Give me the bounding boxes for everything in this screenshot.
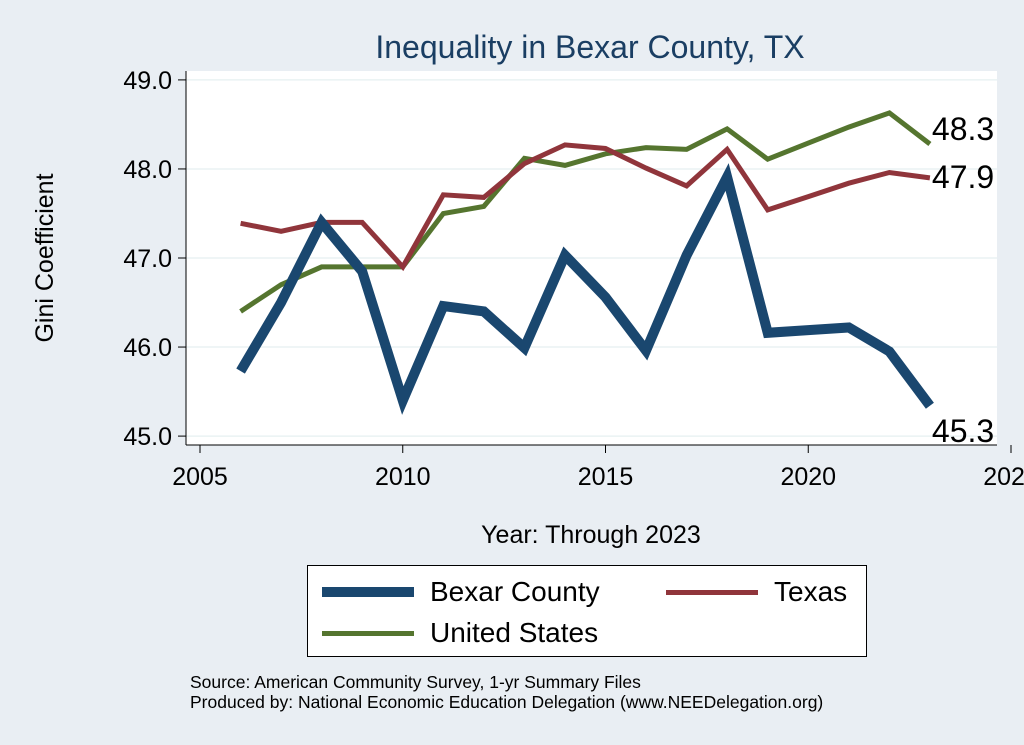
y-tick-label: 47.0	[123, 245, 172, 273]
x-axis-label: Year: Through 2023	[481, 521, 701, 549]
y-tick-label: 48.0	[123, 156, 172, 184]
end-label-texas: 47.9	[932, 159, 994, 195]
legend-item-texas: Texas	[666, 576, 847, 608]
legend-swatch-texas	[666, 589, 758, 595]
chart-title: Inequality in Bexar County, TX	[375, 29, 804, 65]
legend-label-united-states: United States	[430, 617, 599, 648]
y-tick-label: 45.0	[123, 423, 172, 451]
y-axis-label: Gini Coefficient	[31, 173, 59, 342]
legend-swatch-united-states	[322, 630, 414, 636]
end-labels: 45.3 47.9 48.3	[932, 111, 994, 449]
source-line: Source: American Community Survey, 1-yr …	[190, 672, 641, 692]
x-tick-label: 2025	[983, 463, 1024, 491]
x-axis-ticks: 2005 2010 2015 2020 2025	[172, 445, 1024, 491]
end-label-bexar-county: 45.3	[932, 413, 994, 449]
x-tick-label: 2010	[375, 463, 431, 491]
series-lines	[236, 110, 934, 415]
legend-item-bexar-county: Bexar County	[322, 576, 600, 608]
series-line-bexar-county	[236, 163, 934, 415]
gridlines	[186, 79, 997, 437]
x-tick-label: 2020	[780, 463, 836, 491]
legend: Bexar County Texas United States	[307, 565, 867, 657]
x-tick-label: 2015	[578, 463, 634, 491]
x-tick-label: 2005	[172, 463, 228, 491]
y-tick-label: 49.0	[123, 67, 172, 95]
producer-line: Produced by: National Economic Education…	[190, 692, 824, 712]
legend-item-united-states: United States	[322, 617, 598, 649]
series-line-texas	[240, 142, 931, 272]
end-label-united-states: 48.3	[932, 111, 994, 147]
y-tick-label: 46.0	[123, 334, 172, 362]
source-note: Source: American Community Survey, 1-yr …	[190, 672, 823, 712]
line-chart: Inequality in Bexar County, TX 45.046.04…	[31, 29, 1024, 549]
y-axis-ticks: 45.0 46.0 47.0 48.0 49.0	[123, 67, 186, 451]
legend-label-bexar-county: Bexar County	[430, 576, 600, 607]
legend-label-texas: Texas	[774, 576, 848, 607]
legend-swatch-bexar-county	[322, 587, 414, 597]
